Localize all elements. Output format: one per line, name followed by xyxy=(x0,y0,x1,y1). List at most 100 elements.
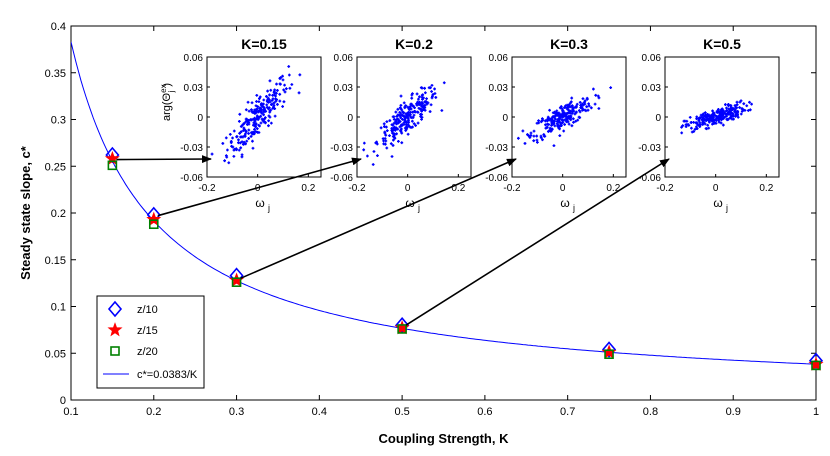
inset-scatter-point xyxy=(684,123,688,127)
inset-y-tick-label: -0.06 xyxy=(330,173,353,184)
inset-scatter-point xyxy=(430,90,433,93)
inset-scatter-point xyxy=(585,105,589,109)
inset-scatter-point xyxy=(428,110,432,113)
inset-scatter-point xyxy=(547,118,550,122)
inset-scatter-point xyxy=(575,102,579,106)
inset-x-tick-label: 0.2 xyxy=(451,183,465,194)
marker-z-10-point xyxy=(602,341,617,358)
inset-scatter-point xyxy=(282,100,286,104)
inset-scatter-point xyxy=(231,136,234,140)
inset-scatter-point xyxy=(720,108,723,111)
inset-scatter-point xyxy=(576,118,580,122)
inset-scatter-point xyxy=(255,100,258,103)
x-tick-label: 0.4 xyxy=(312,406,327,418)
inset-scatter-point xyxy=(395,115,399,118)
inset-scatter-point xyxy=(281,105,285,108)
inset-scatter-point xyxy=(253,116,257,120)
inset-scatter-point xyxy=(429,86,432,90)
inset-scatter-point xyxy=(424,91,427,95)
marker-z-15-point xyxy=(808,356,824,371)
inset-scatter-point xyxy=(712,114,716,118)
inset-y-label-main: arg(Θ xyxy=(161,92,173,121)
inset-scatter-point xyxy=(251,146,255,150)
inset-scatter-point xyxy=(553,124,557,128)
inset-scatter-point xyxy=(579,106,583,110)
inset-scatter-point xyxy=(581,103,585,107)
inset-scatter-point xyxy=(721,117,725,121)
inset-scatter-point xyxy=(404,129,408,132)
inset-scatter-point xyxy=(276,103,279,106)
inset-x-label: ω xyxy=(560,196,569,210)
inset-scatter-point xyxy=(415,92,419,96)
x-tick-label: 0.2 xyxy=(146,406,161,418)
inset-scatter-point xyxy=(553,117,557,121)
inset-x-label-subscript: j xyxy=(725,203,728,213)
inset-scatter-point xyxy=(276,89,279,92)
inset-scatter-point xyxy=(227,161,231,165)
inset-scatter-point xyxy=(416,121,420,125)
inset-scatter-point xyxy=(526,133,529,136)
inset-scatter-point xyxy=(382,142,386,146)
inset-scatter-point xyxy=(735,100,739,104)
inset-scatter-point xyxy=(540,117,544,121)
inset-scatter-point xyxy=(738,106,741,109)
inset-scatter-point xyxy=(402,114,406,118)
inset-scatter-point xyxy=(539,120,543,124)
inset-scatter-point xyxy=(239,130,243,134)
inset-scatter-point xyxy=(735,103,739,107)
inset-scatter-series xyxy=(680,99,753,135)
inset-scatter-point xyxy=(401,110,405,114)
inset-scatter-point xyxy=(273,114,277,118)
inset-scatter-point xyxy=(748,100,751,104)
inset-scatter-point xyxy=(390,126,394,130)
inset-scatter-point xyxy=(247,109,251,113)
inset-scatter-point xyxy=(593,102,597,106)
inset-scatter-point xyxy=(268,110,272,114)
inset-y-tick-label: 0 xyxy=(655,113,661,124)
inset-x-label-subscript: j xyxy=(572,203,575,213)
inset-scatter-point xyxy=(565,120,568,124)
inset-scatter-point xyxy=(237,148,241,152)
inset-scatter-point xyxy=(442,81,446,85)
x-tick-label: 0.9 xyxy=(726,406,741,418)
inset-scatter-point xyxy=(406,111,410,115)
inset-scatter-point xyxy=(257,100,261,104)
inset-scatter-point xyxy=(541,138,544,142)
inset-scatter-point xyxy=(395,132,398,136)
inset-scatter-point xyxy=(257,109,261,113)
y-tick-label: 0.15 xyxy=(45,255,66,267)
inset-scatter-point xyxy=(411,92,414,96)
inset-scatter-point xyxy=(701,113,705,117)
inset-scatter-point xyxy=(430,83,434,87)
inset-arrow xyxy=(116,155,212,164)
inset-scatter-point xyxy=(243,134,247,137)
inset-y-tick-label: 0 xyxy=(347,113,353,124)
inset-scatter-point xyxy=(423,104,427,107)
inset-scatter-point xyxy=(266,89,269,93)
inset-scatter-point xyxy=(597,107,601,110)
legend-marker-z-10 xyxy=(107,300,123,318)
inset-scatter-point xyxy=(566,107,570,111)
inset-scatter-point xyxy=(270,98,274,102)
inset-scatter-point xyxy=(290,83,294,86)
inset-x-tick-label: 0.2 xyxy=(606,183,620,194)
inset-scatter-point xyxy=(567,116,571,120)
inset-scatter-point xyxy=(257,123,261,127)
inset-scatter-point xyxy=(391,144,395,147)
inset-scatter-point xyxy=(244,120,248,124)
inset-scatter-point xyxy=(726,111,730,115)
marker-z-15-point xyxy=(146,211,162,226)
inset-scatter-point xyxy=(244,117,248,121)
legend-marker-z-15 xyxy=(107,322,123,337)
inset-scatter-point xyxy=(695,117,699,121)
inset-scatter-point xyxy=(532,139,536,143)
inset-scatter-point xyxy=(403,106,407,110)
inset-x-tick-label: 0.2 xyxy=(301,183,315,194)
inset-scatter-point xyxy=(259,103,263,107)
inset-scatter-point xyxy=(396,107,400,111)
inset-scatter-point xyxy=(692,120,696,124)
inset-scatter-point xyxy=(278,76,282,80)
inset-scatter-point xyxy=(557,117,561,121)
inset-scatter-point xyxy=(246,100,250,104)
